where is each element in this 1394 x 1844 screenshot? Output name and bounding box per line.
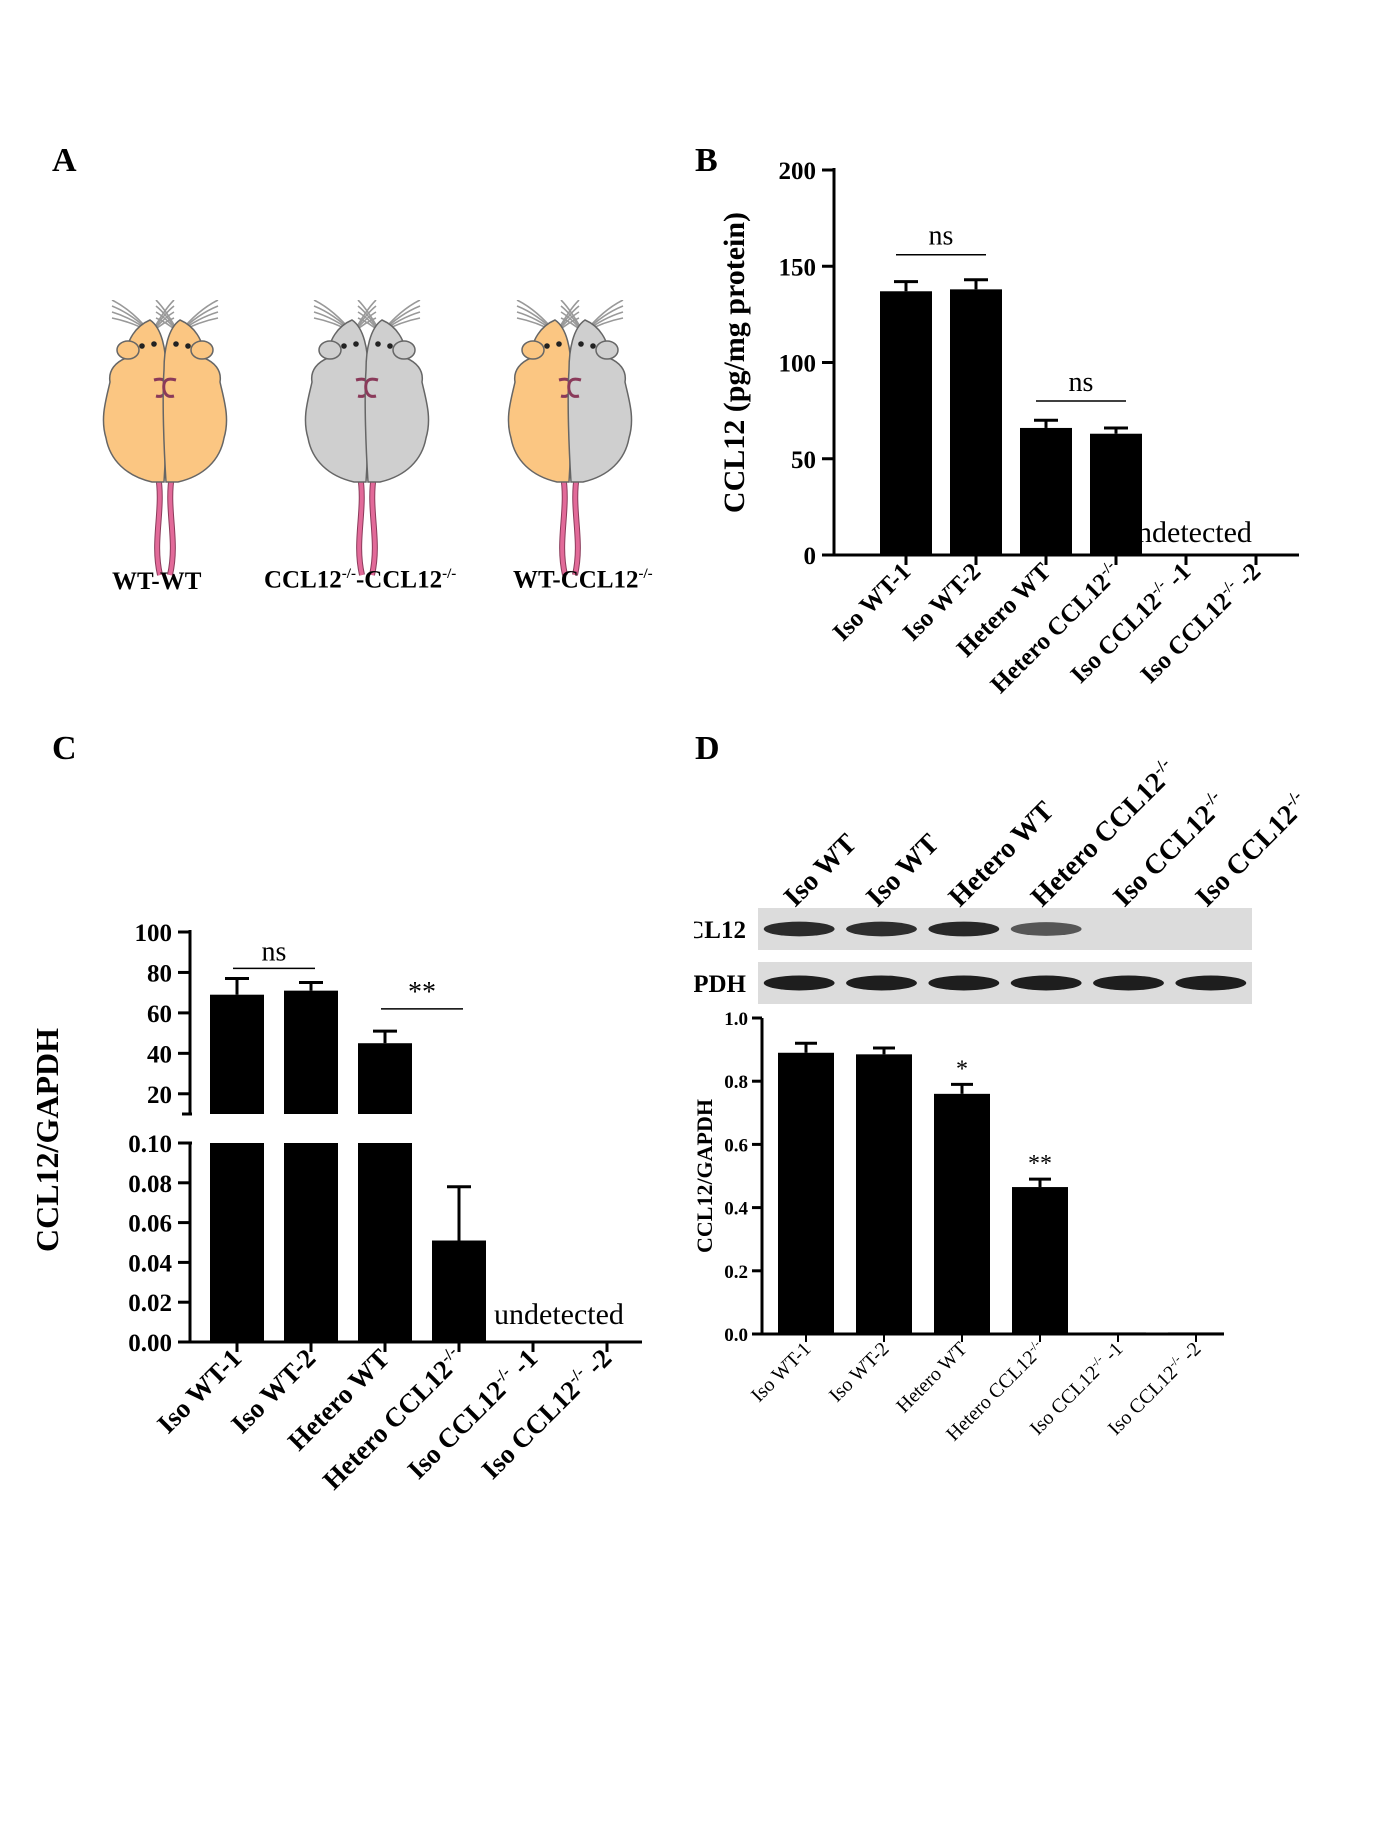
bar — [358, 1043, 412, 1114]
blot-band — [846, 921, 917, 937]
x-tick-label: Iso CCL12-/- -2 — [475, 1342, 618, 1485]
mouse-5 — [507, 300, 580, 576]
bar — [358, 1143, 412, 1342]
y-axis-label: CCL12/GAPDH — [29, 1028, 65, 1252]
y-tick-label: 80 — [147, 960, 172, 987]
mouse-label-ko-ko: CCL12-/--CCL12-/- — [264, 566, 457, 594]
y-tick-label: 0.0 — [724, 1325, 748, 1346]
y-tick-label: 0.08 — [128, 1171, 172, 1198]
significance-label: ** — [408, 977, 436, 1008]
bar — [1020, 427, 1072, 555]
mouse-label-wt-wt: WT-WT — [112, 568, 202, 595]
bar — [284, 990, 338, 1114]
y-tick-label: 50 — [791, 447, 816, 474]
x-tick-label: Iso CCL12-/- -2 — [1135, 557, 1267, 689]
y-tick-label: 0.06 — [128, 1211, 172, 1238]
y-tick-label: 0.00 — [128, 1330, 172, 1357]
significance-label: ns — [262, 936, 287, 967]
panel-label-b: B — [695, 142, 718, 179]
y-axis-label: CCL12/GAPDH — [694, 1099, 717, 1253]
y-tick-label: 100 — [135, 920, 173, 947]
y-tick-label: 0.6 — [724, 1135, 748, 1156]
blot-strip — [758, 962, 1252, 1004]
panel-label-a: A — [52, 142, 77, 179]
bar — [950, 289, 1002, 555]
y-tick-label: 0.4 — [724, 1199, 748, 1220]
bar — [778, 1052, 834, 1334]
bar — [880, 291, 932, 555]
bar — [210, 994, 264, 1114]
bar — [432, 1240, 486, 1342]
blot-row-label: GAPDH — [694, 971, 747, 998]
significance-label: ns — [929, 221, 954, 252]
bar — [934, 1093, 990, 1334]
blot-band — [763, 921, 835, 937]
y-tick-label: 200 — [779, 158, 817, 185]
significance-label: ns — [1069, 367, 1094, 398]
blot-band — [1010, 975, 1082, 991]
mouse-label-wt-ko: WT-CCL12-/- — [513, 566, 653, 594]
blot-strip — [758, 908, 1252, 950]
mouse-6 — [560, 300, 633, 576]
x-tick-label: Hetero CCL12-/- — [985, 557, 1127, 699]
blot-band — [928, 921, 1000, 937]
y-axis-label: CCL12 (pg/mg protein) — [718, 212, 751, 513]
panel-label-c: C — [52, 730, 77, 767]
bar — [1012, 1187, 1068, 1334]
mouse-1 — [102, 300, 175, 576]
bar — [210, 1143, 264, 1342]
mouse-pair-illustration — [102, 300, 633, 576]
x-tick-label: Iso WT-2 — [825, 1338, 894, 1407]
blot-column-label: Iso WT — [860, 828, 945, 913]
blot-band — [1175, 975, 1247, 991]
bar — [856, 1054, 912, 1334]
y-tick-label: 150 — [779, 254, 817, 281]
mouse-2 — [155, 300, 228, 576]
mouse-3 — [304, 300, 377, 576]
blot-row-label: CCL12 — [694, 917, 746, 944]
significance-mark: * — [956, 1056, 968, 1082]
significance-mark: ** — [1028, 1151, 1052, 1177]
y-tick-label: 1.0 — [724, 1009, 748, 1030]
blot-column-label: Iso WT — [778, 828, 863, 913]
y-tick-label: 100 — [779, 351, 817, 378]
y-tick-label: 0 — [804, 543, 817, 570]
undetected-note: undetected — [1122, 516, 1252, 549]
x-tick-label: Iso WT-1 — [747, 1338, 816, 1407]
y-tick-label: 60 — [147, 1001, 172, 1028]
bar — [1090, 1332, 1146, 1335]
mouse-4 — [357, 300, 430, 576]
y-tick-label: 0.8 — [724, 1072, 748, 1093]
blot-band — [1093, 975, 1164, 991]
panel-label-d: D — [695, 730, 720, 767]
blot-band — [928, 975, 1000, 991]
bar — [284, 1143, 338, 1342]
y-tick-label: 40 — [147, 1041, 172, 1068]
y-tick-label: 0.02 — [128, 1290, 172, 1317]
bar — [1090, 433, 1142, 555]
blot-column-label: Hetero CCL12-/- — [1024, 760, 1183, 913]
chart-c: 100 80 60 40 20 0.10 0.08 0.06 0.04 0.02 0.00 CCL12… — [29, 920, 642, 1495]
blot-band — [1010, 922, 1082, 936]
blot-band — [763, 975, 835, 991]
y-tick-label: 0.10 — [128, 1131, 172, 1158]
x-tick-label: Iso CCL12-/- -1 — [1065, 557, 1197, 689]
blot-band — [846, 975, 917, 991]
x-tick-label: Hetero WT — [892, 1338, 971, 1417]
bar — [1168, 1332, 1224, 1335]
y-tick-label: 0.2 — [724, 1262, 748, 1283]
y-tick-label: 20 — [147, 1082, 172, 1109]
undetected-note: undetected — [494, 1298, 624, 1331]
x-tick-label: Iso CCL12-/- -1 — [401, 1342, 544, 1485]
y-tick-label: 0.04 — [128, 1250, 172, 1277]
